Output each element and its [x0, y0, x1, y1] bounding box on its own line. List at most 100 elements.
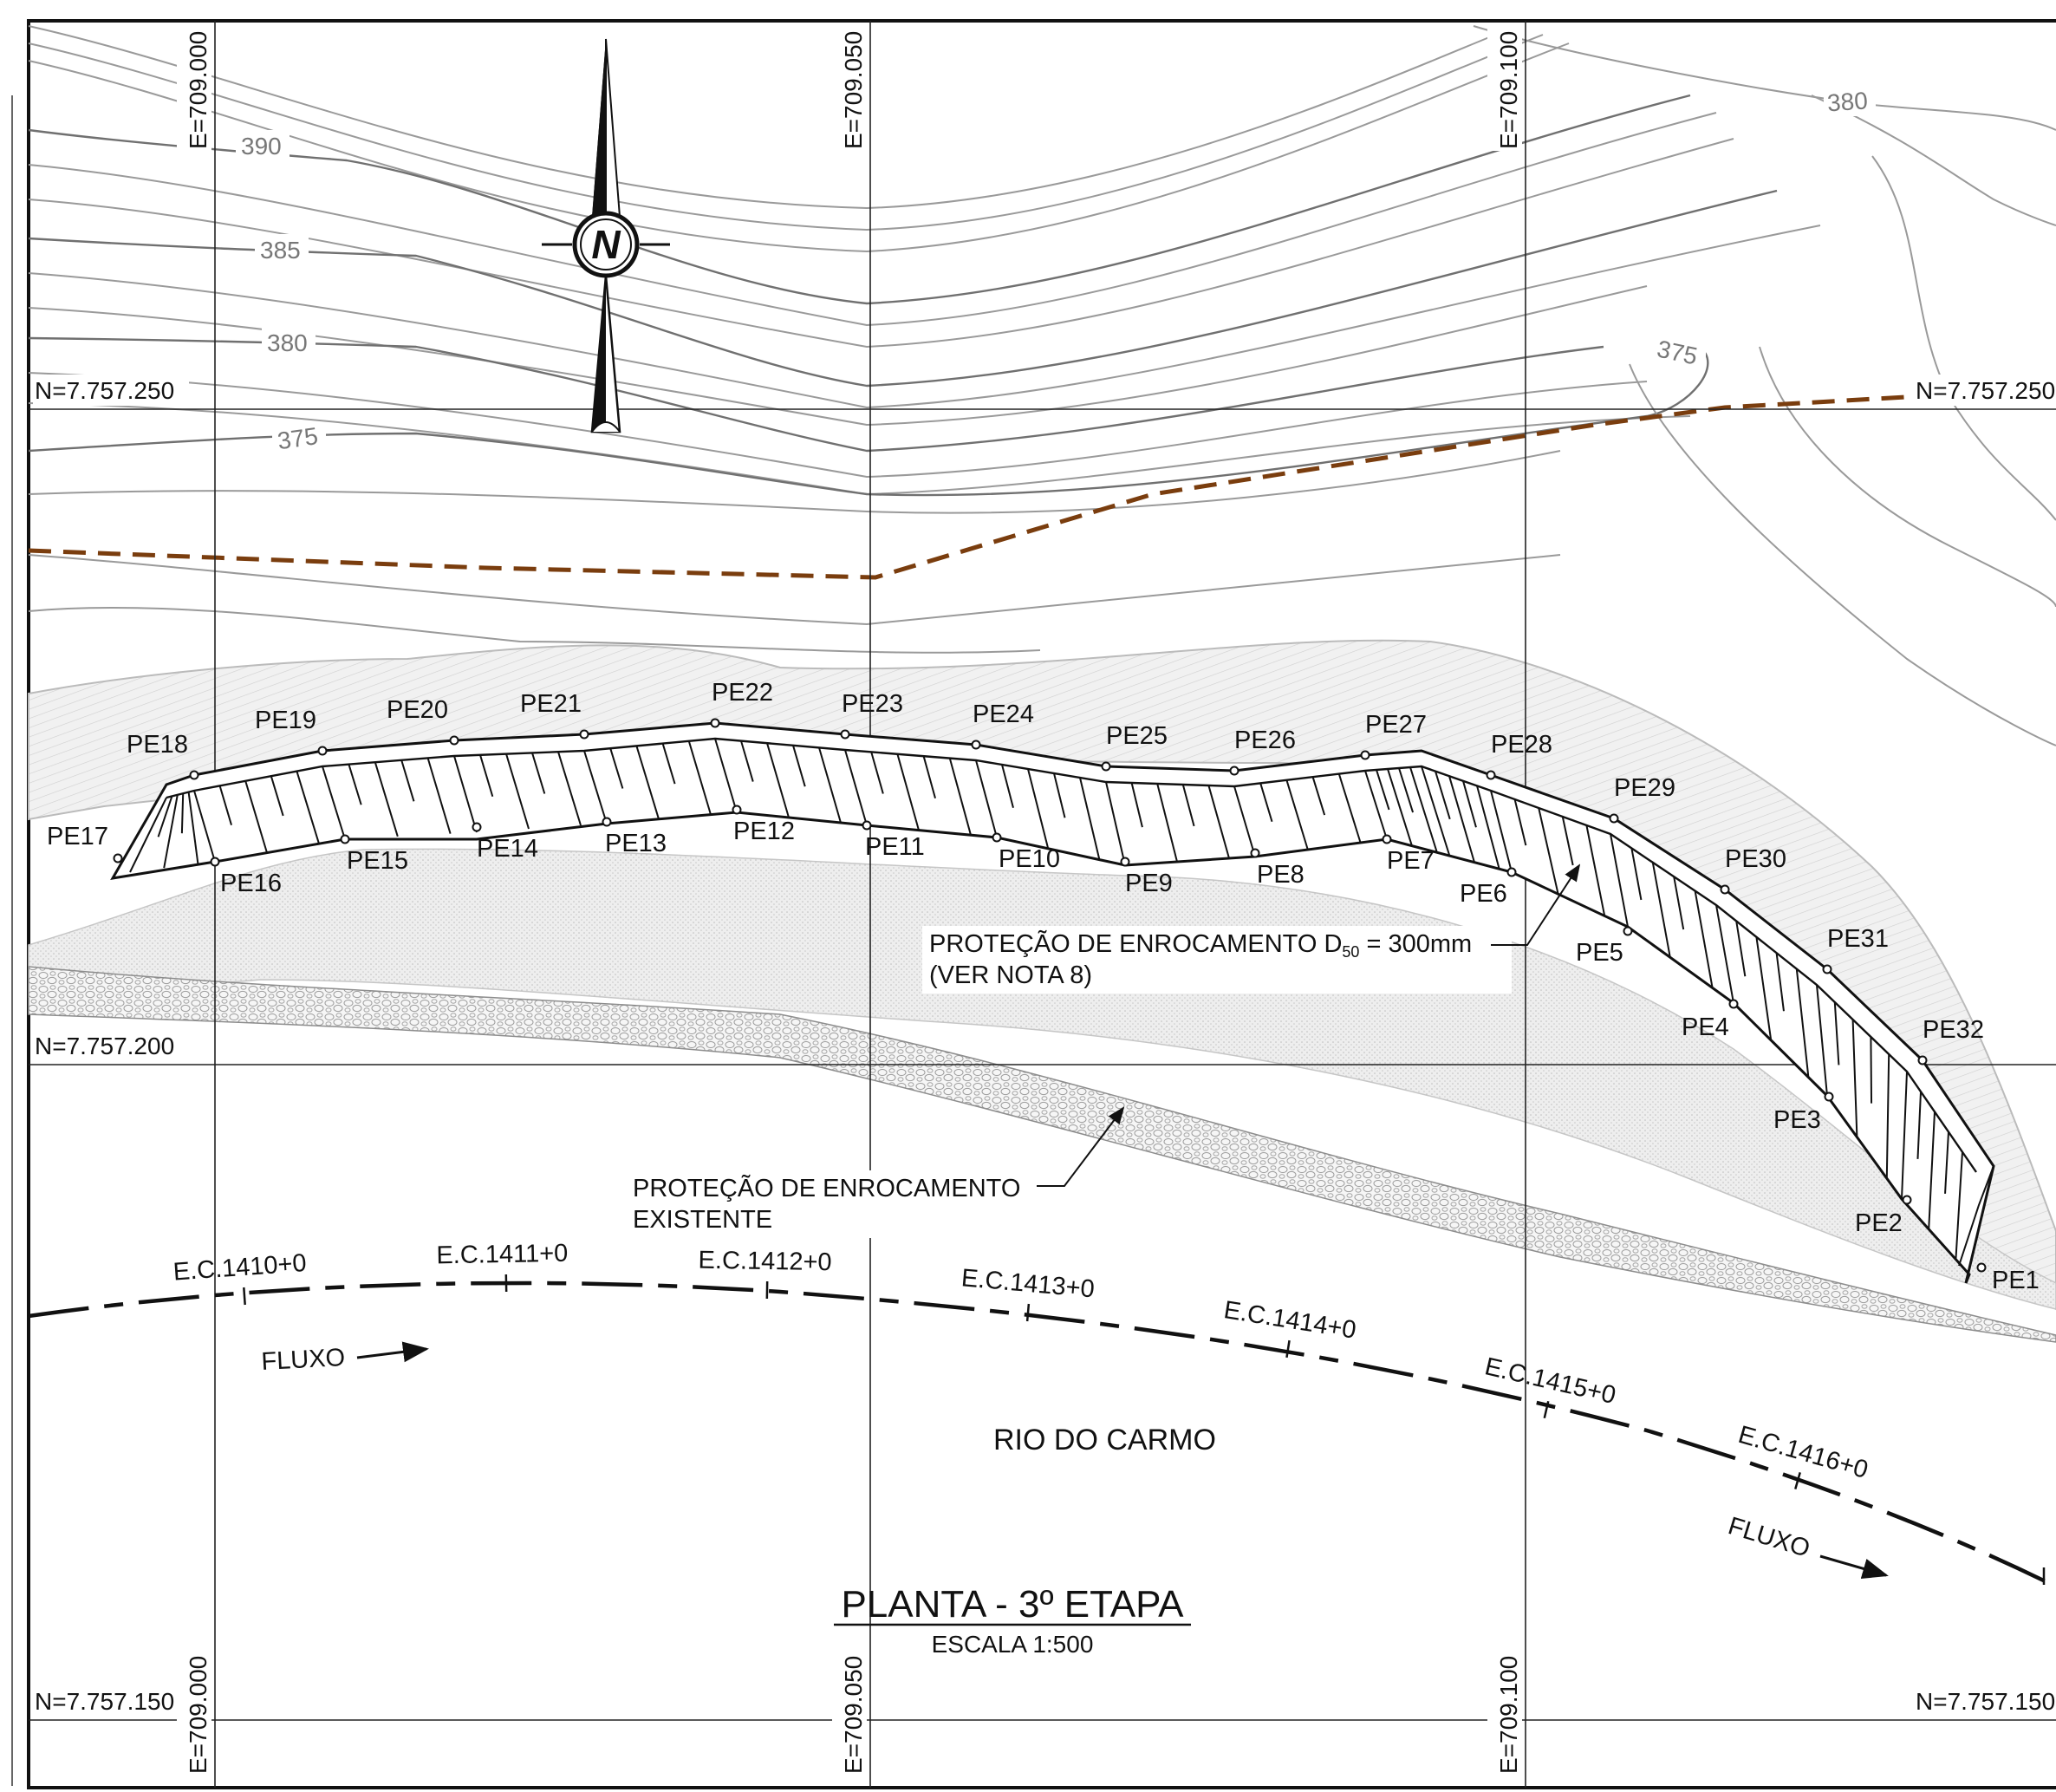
station-label: E.C.1416+0 [1735, 1421, 1871, 1484]
callout-new-protection-value: = 300mm [1359, 930, 1472, 958]
protection-points: PE17 PE18 PE19 PE20 PE21 PE22 PE23 PE24 PE25 PE26… [47, 679, 2040, 1294]
callout-new-protection-line2: (VER NOTA 8) [929, 961, 1092, 989]
easting-label-709050-top: E=709.050 [840, 31, 867, 149]
north-arrow-icon: N [542, 38, 670, 433]
pe-outer-marker [1917, 1055, 1928, 1065]
slope-tick [322, 766, 346, 840]
slope-tick [844, 749, 868, 826]
pe-label: PE27 [1365, 711, 1427, 739]
pe-label: PE20 [387, 696, 448, 724]
pe-label: PE19 [255, 707, 316, 734]
slope-tick [187, 792, 199, 864]
slope-tick [479, 754, 494, 798]
pe-outer-marker [113, 853, 123, 863]
slope-tick [818, 747, 842, 824]
pe-label: PE8 [1257, 861, 1305, 889]
slope-tick [1715, 904, 1734, 1004]
pe-inner-marker [1623, 926, 1633, 936]
pe-label: PE11 [865, 833, 925, 861]
contour-label-380-right: 380 [1826, 87, 1869, 116]
pe-label: PE23 [842, 690, 903, 718]
pe-label: PE12 [733, 818, 795, 845]
pe-label: PE3 [1773, 1106, 1821, 1134]
pe-outer-marker [317, 746, 328, 756]
slope-tick [1955, 1151, 1963, 1260]
station-tick [1285, 1339, 1291, 1359]
slope-tick [163, 794, 179, 869]
pe-outer-marker [1101, 761, 1111, 772]
pe-inner-marker [1506, 867, 1517, 877]
pe-label: PE14 [477, 835, 538, 863]
pe-outer-marker [1360, 750, 1370, 760]
station-tick [1543, 1400, 1550, 1419]
station-tick [1794, 1472, 1801, 1489]
pe-label: PE6 [1460, 880, 1507, 908]
slope-tick [1775, 953, 1785, 1012]
flow-label-right: FLUXO [1725, 1512, 1813, 1563]
pe-outer-marker [1229, 766, 1239, 776]
pe-label: PE25 [1106, 722, 1168, 750]
slope-tick [1851, 1019, 1858, 1137]
slope-tick [1398, 767, 1415, 813]
callout-existing-protection-leader [1037, 1106, 1125, 1187]
grid-labels: E=709.000 E=709.050 E=709.100 E=709.000 … [33, 23, 2056, 1776]
protection-tip-triangle [1958, 1165, 1994, 1267]
slope-tick [505, 753, 530, 830]
easting-label-709050-bottom: E=709.050 [840, 1656, 867, 1774]
property-boundary-line [28, 386, 2056, 580]
slope-tick [129, 797, 167, 873]
flow-arrow-right-icon [1819, 1554, 1889, 1580]
pe-label: PE30 [1725, 845, 1786, 873]
pe-label: PE24 [973, 701, 1034, 728]
slope-tick [609, 747, 624, 789]
flow-arrow-right: FLUXO [1725, 1512, 1889, 1580]
slope-tick [948, 758, 972, 836]
riprap-slope-ticks [129, 738, 1963, 1260]
station-label: E.C.1415+0 [1482, 1352, 1618, 1410]
pe-inner-marker [1824, 1091, 1834, 1102]
pe-label: PE16 [220, 870, 282, 897]
station-tick [1025, 1303, 1031, 1322]
contour-label-385: 385 [260, 237, 301, 264]
slope-tick [270, 775, 284, 817]
slope-tick [792, 745, 806, 787]
slope-tick [453, 755, 478, 833]
protection-crest-line [166, 737, 1977, 1173]
slope-tick [1233, 785, 1256, 857]
slope-tick [687, 740, 712, 815]
slope-tick [1585, 824, 1606, 916]
slope-tick [1735, 921, 1747, 977]
slope-tick [870, 752, 884, 794]
northing-label-150-left: N=7.757.150 [35, 1688, 174, 1715]
pe-label: PE31 [1827, 925, 1889, 953]
pe-inner-marker [340, 834, 350, 844]
flow-label-left: FLUXO [261, 1344, 346, 1376]
drawing-title-block: PLANTA - 3º ETAPA ESCALA 1:500 [834, 1583, 1191, 1658]
sheet-frame [27, 19, 2056, 1789]
north-arrow-letter: N [591, 222, 621, 267]
river-centerline [28, 1280, 2056, 1589]
slope-tick [400, 759, 415, 802]
pe-inner-marker [732, 805, 742, 815]
slope-tick [661, 743, 676, 785]
slope-tick [1130, 782, 1143, 828]
slope-tick [1435, 771, 1451, 820]
slope-tick [1207, 785, 1230, 859]
pe-outer-marker [189, 770, 199, 780]
contour-label-390: 390 [241, 133, 282, 160]
slope-tick [1630, 848, 1643, 901]
slope-tick [1513, 798, 1527, 846]
pe-inner-marker [992, 832, 1002, 843]
slope-tick [157, 796, 173, 837]
pe-label: PE32 [1923, 1016, 1984, 1044]
slope-tick [583, 750, 608, 824]
slope-tick [1001, 764, 1014, 808]
pe-outer-marker [710, 718, 720, 728]
pe-inner-marker [1728, 999, 1739, 1009]
slope-tick [1901, 1071, 1908, 1200]
slope-tick [1651, 862, 1671, 958]
callout-new-protection-text: PROTEÇÃO DE ENROCAMENTO D [929, 929, 1342, 958]
contour-lines [28, 25, 2056, 746]
slope-tick [1462, 780, 1477, 828]
easting-label-709000-top: E=709.000 [185, 31, 211, 149]
